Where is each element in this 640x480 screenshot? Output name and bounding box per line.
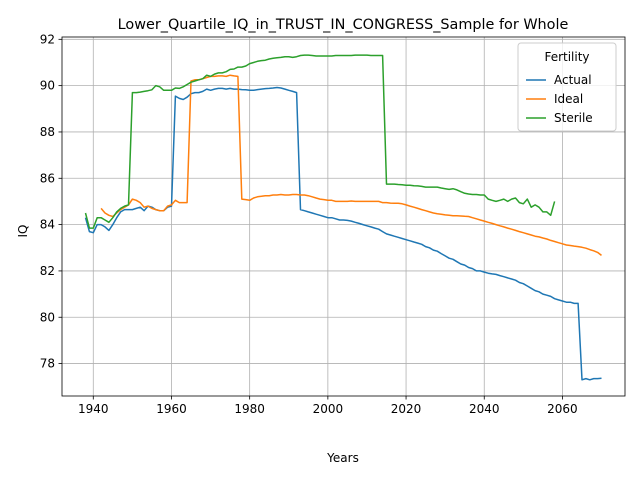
legend-label-ideal: Ideal (554, 92, 583, 106)
series-line-ideal (100, 74, 602, 256)
chart-title: Lower_Quartile_IQ_in_TRUST_IN_CONGRESS_S… (118, 17, 569, 33)
y-tick-label: 80 (40, 310, 55, 324)
y-tick-label: 92 (40, 32, 55, 46)
x-tick-label: 1980 (234, 402, 265, 416)
series-lines (84, 54, 602, 381)
series-line-sterile (84, 54, 556, 229)
y-tick-label: 84 (40, 218, 55, 232)
x-axis-label: Years (326, 451, 359, 465)
y-tick-label: 78 (40, 357, 55, 371)
y-tick-label: 88 (40, 125, 55, 139)
y-axis-label: IQ (16, 225, 30, 238)
legend-title: Fertility (544, 50, 589, 64)
legend-items: Actual Ideal Sterile (526, 73, 593, 125)
grid (62, 37, 625, 396)
y-tick-label: 82 (40, 264, 55, 278)
legend: Fertility Actual Ideal Sterile (517, 42, 617, 132)
series-line-actual (84, 86, 602, 381)
legend-box (517, 42, 617, 132)
x-tick-label: 2060 (547, 402, 578, 416)
legend-label-actual: Actual (554, 73, 592, 87)
x-tick-label: 1960 (156, 402, 187, 416)
legend-label-sterile: Sterile (554, 111, 593, 125)
x-tick-label: 1940 (78, 402, 109, 416)
x-tick-label: 2000 (313, 402, 344, 416)
x-tick-label: 2040 (469, 402, 500, 416)
plot-frame (61, 36, 626, 397)
y-tick-label: 90 (40, 79, 55, 93)
axis-ticks: 1940 1960 1980 2000 2020 2040 2060 78 80 82 84 86 88… (40, 32, 578, 416)
y-tick-label: 86 (40, 171, 55, 185)
x-tick-label: 2020 (391, 402, 422, 416)
